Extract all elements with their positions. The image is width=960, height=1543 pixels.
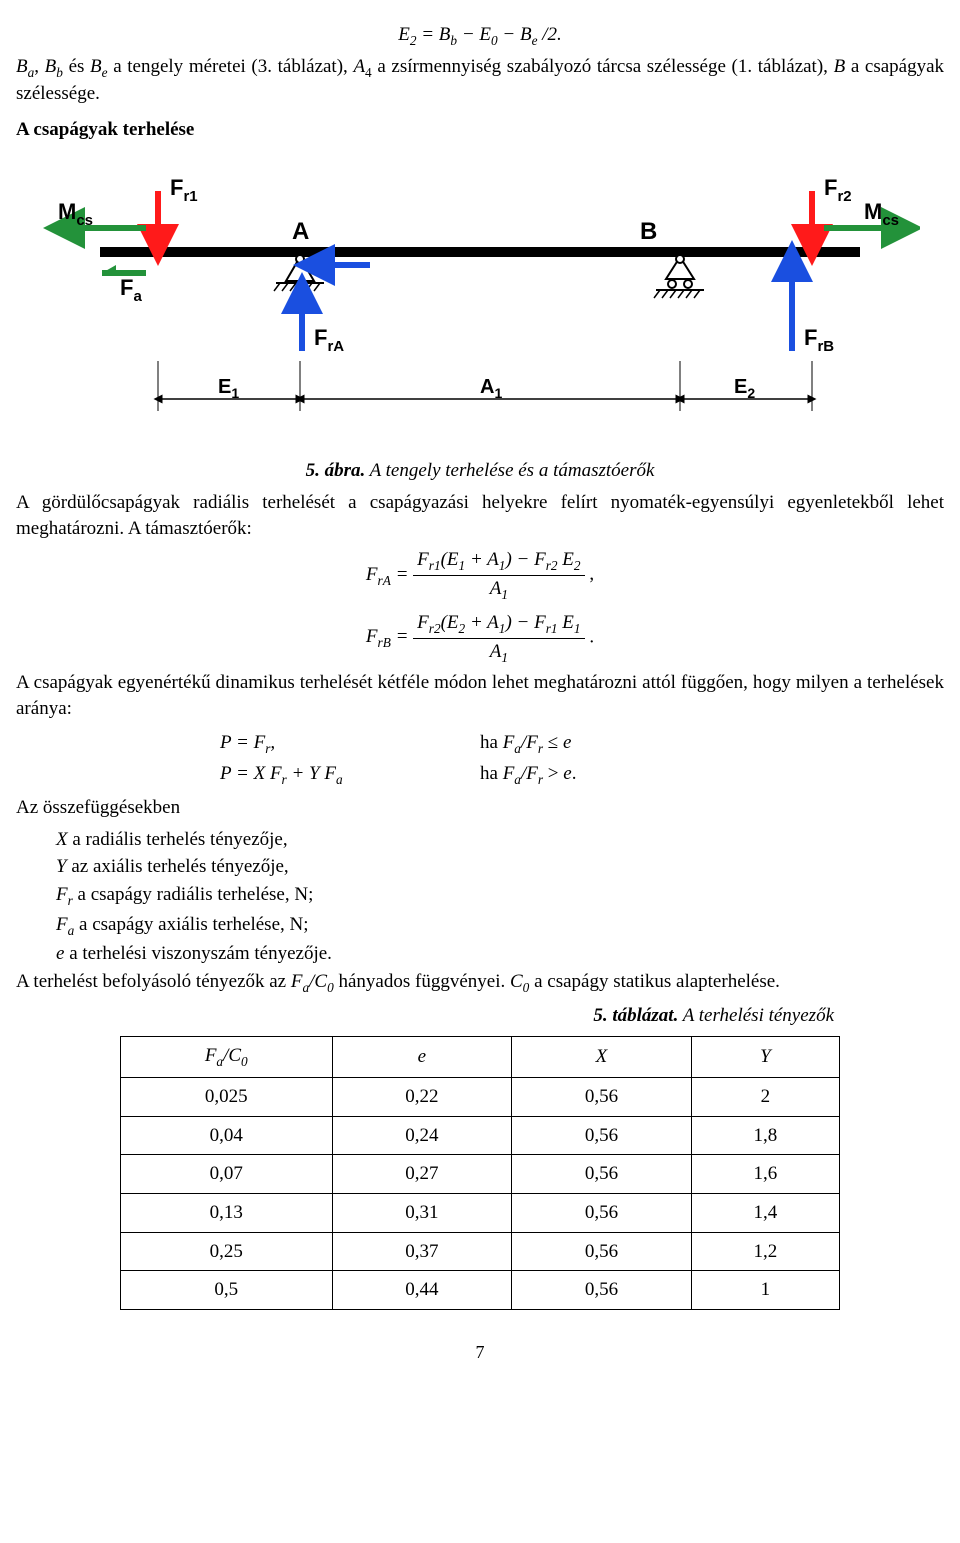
support-a-pin [296, 255, 304, 263]
label-frb: FrB [804, 325, 834, 355]
table-row: 0,250,370,561,2 [121, 1232, 840, 1271]
table-body: 0,0250,220,562 0,040,240,561,8 0,070,270… [121, 1078, 840, 1310]
equation-e2: E2 = Bb − E0 − Be /2. [16, 22, 944, 50]
def-y: Y az axiális terhelés tényezője, [56, 854, 944, 880]
def-e: e a terhelési viszonyszám tényezője. [56, 941, 944, 967]
def-x: X a radiális terhelés tényezője, [56, 827, 944, 853]
label-dim-a1: A1 [480, 376, 502, 401]
table-caption: 5. táblázat. A terhelési tényezők [16, 1003, 834, 1029]
label-fra: FrA [314, 325, 344, 355]
equation-frb: FrB = Fr2(E2 + A1) − Fr1 E1 A1 . [16, 610, 944, 666]
section-heading-bearing-load: A csapágyak terhelése [16, 117, 944, 143]
eq-case1-left: P = Fr, [220, 728, 480, 760]
label-mcs-left: Mcs [58, 199, 93, 229]
paragraph-c0: A terhelést befolyásoló tényezők az Fa/C… [16, 969, 944, 997]
label-support-a: A [292, 218, 309, 245]
label-fa: Fa [120, 275, 142, 305]
equation-fra: FrA = Fr1(E1 + A1) − Fr2 E2 A1 , [16, 547, 944, 603]
paragraph-moment-balance: A gördülőcsapágyak radiális terhelését a… [16, 490, 944, 541]
col-e: e [332, 1037, 512, 1078]
label-dim-e2: E2 [734, 376, 755, 401]
label-fr2: Fr2 [824, 175, 852, 205]
eq-case2-left: P = X Fr + Y Fa [220, 759, 480, 791]
label-fr1: Fr1 [170, 175, 198, 205]
eq-case1-right: ha Fa/Fr ≤ e [480, 728, 740, 760]
def-fr: Fr a csapágy radiális terhelése, N; [56, 882, 944, 910]
table-row: 0,040,240,561,8 [121, 1116, 840, 1155]
figure-5: Fr1 Fr2 Mcs Mcs Fa FrA FrB A B E1 [16, 161, 944, 449]
table-header-row: Fa/C0 e X Y [121, 1037, 840, 1078]
definition-list: X a radiális terhelés tényezője, Y az ax… [56, 827, 944, 967]
support-b-pin [676, 255, 684, 263]
table-row: 0,50,440,561 [121, 1271, 840, 1310]
label-support-b: B [640, 218, 657, 245]
table-row: 0,130,310,561,4 [121, 1194, 840, 1233]
figure-caption: 5. ábra. A tengely terhelése és a támasz… [16, 458, 944, 484]
table-row: 0,0250,220,562 [121, 1078, 840, 1117]
col-y: Y [691, 1037, 839, 1078]
equation-cases: P = Fr, ha Fa/Fr ≤ e P = X Fr + Y Fa ha … [16, 728, 944, 791]
paragraph-sizes: Ba, Bb és Be a tengely méretei (3. táblá… [16, 54, 944, 107]
col-x: X [512, 1037, 692, 1078]
def-fa: Fa a csapágy axiális terhelése, N; [56, 912, 944, 940]
eq-case2-right: ha Fa/Fr > e. [480, 759, 740, 791]
table-row: 0,070,270,561,6 [121, 1155, 840, 1194]
paragraph-dynamic-load: A csapágyak egyenértékű dinamikus terhel… [16, 670, 944, 721]
page-number: 7 [16, 1340, 944, 1364]
paragraph-defs-lead: Az összefüggésekben [16, 795, 944, 821]
beam [100, 247, 860, 257]
label-dim-e1: E1 [218, 376, 239, 401]
label-mcs-right: Mcs [864, 199, 899, 229]
bearing-load-diagram: Fr1 Fr2 Mcs Mcs Fa FrA FrB A B E1 [40, 161, 920, 441]
col-fa-c0: Fa/C0 [121, 1037, 333, 1078]
load-factor-table: Fa/C0 e X Y 0,0250,220,562 0,040,240,561… [120, 1036, 840, 1310]
